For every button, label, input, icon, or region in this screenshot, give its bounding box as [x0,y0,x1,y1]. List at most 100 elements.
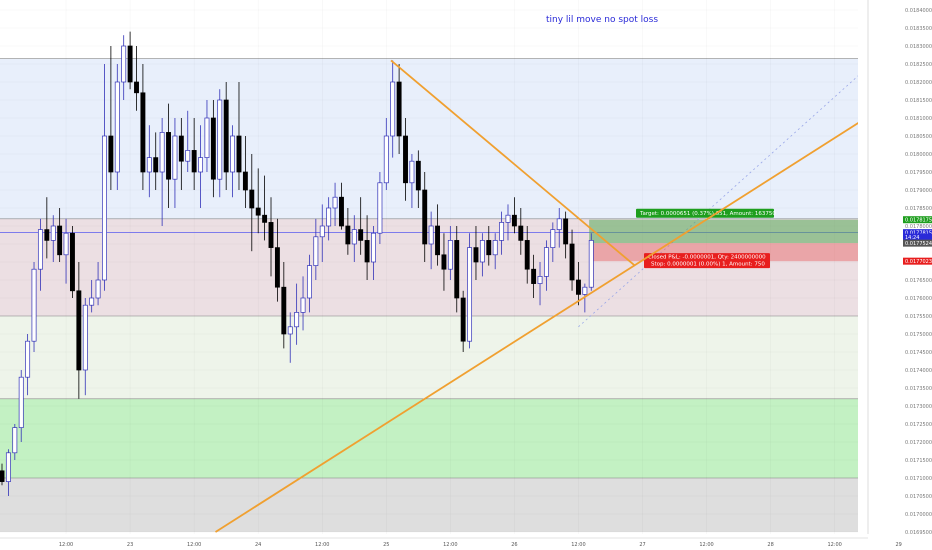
price-axis-bg [858,0,932,550]
candle [588,240,594,288]
candle [326,207,332,227]
candle [274,247,280,288]
price-tag [903,229,932,237]
time-tick-label: 12:00 [187,542,201,548]
candle [95,279,101,299]
price-tick-label: 0.0170000 [905,512,932,518]
candle [210,117,216,180]
price-tick-label: 0.0170500 [905,494,932,500]
candles-layer [0,31,594,496]
candle [63,232,69,256]
time-tick-label: 12:00 [59,542,73,548]
candle [390,81,396,137]
candle [319,225,325,238]
candle [166,132,171,180]
price-tick-label: 0.0182500 [905,62,932,68]
time-tick-label: 27 [639,542,645,548]
candle [134,81,139,94]
price-tag [903,216,932,224]
price-tick-label: 0.0176000 [905,296,932,302]
candle [371,232,376,263]
price-tick-label: 0.0182000 [905,80,932,86]
candle [486,240,492,256]
price-tag [903,233,932,241]
candle [121,45,127,83]
price-tick-label: 0.0181500 [905,98,932,104]
time-axis[interactable]: 12:00 23 12:00 24 12:00 25 12:00 26 12:00 27 12:00… [0,534,932,550]
price-tick-label: 0.0178500 [905,206,932,212]
candle [287,326,293,335]
candle [37,229,43,270]
price-tick-label: 0.0176500 [905,278,932,284]
candle [262,214,268,223]
candle [505,214,511,223]
candle [281,286,287,335]
candle [569,243,575,281]
candle [556,218,562,230]
price-tick-label: 0.0172000 [905,440,932,446]
candle [460,297,466,342]
price-tick-label: 0.0184000 [905,8,932,14]
candle [345,225,351,245]
price-tick-label: 0.0173500 [905,386,932,392]
candle [127,45,133,83]
candle [306,265,312,299]
candle [12,427,18,454]
candle [294,312,300,328]
price-tick-label: 0.0171000 [905,476,932,482]
candle [332,196,338,209]
candle [499,222,505,241]
candle [339,196,344,227]
stop-label-box [644,253,770,269]
price-tick-label: 0.0175500 [905,314,932,320]
candle [108,135,114,173]
candle [89,297,95,306]
candle [57,225,63,256]
candle [492,240,498,256]
candle [191,150,197,173]
candle [422,189,428,245]
chart-annotation[interactable]: tiny lil move no spot loss [546,15,658,25]
candle [524,240,530,270]
candle [563,218,569,245]
candle [0,470,5,482]
price-tag [903,257,932,265]
candle [249,189,255,209]
price-tag-label: 0.0177023 [905,259,932,265]
candle [268,222,274,248]
trendline-layer[interactable] [215,59,878,533]
time-tick-label: 12:00 [827,542,841,548]
projection-layer [578,58,878,328]
candle [114,81,120,173]
price-tick-label: 0.0181000 [905,116,932,122]
candle [383,135,389,184]
price-axis[interactable]: 0.0184000 0.0183500 0.0183000 0.0182500 0.01… [858,0,932,550]
time-tick-label: 25 [383,542,389,548]
candle [204,117,210,158]
trendline-ascending-support[interactable] [215,110,878,533]
candle [575,279,581,295]
candle [403,135,408,184]
position-target-area[interactable] [589,219,863,244]
trendline-descending-resistance[interactable] [390,59,636,267]
candle [140,92,146,173]
projection-line [578,58,878,328]
candle [102,135,107,281]
candle [50,225,56,241]
price-tick-label: 0.0171500 [905,458,932,464]
time-tick-label: 23 [127,542,133,548]
candle [364,240,370,263]
candle [300,297,306,313]
zone-layer [0,58,858,532]
position-layer[interactable]: Target: 0.0000651 (0.37%) 651, Amount: 1… [589,208,863,269]
price-tick-label: 0.0179000 [905,188,932,194]
time-tick-label: 12:00 [699,542,713,548]
candle [447,240,453,270]
time-tick-label: 29 [896,542,902,548]
candle [153,157,159,173]
candle [409,160,415,184]
time-tick-label: 24 [255,542,261,548]
candle [441,254,447,270]
candle [230,135,236,173]
